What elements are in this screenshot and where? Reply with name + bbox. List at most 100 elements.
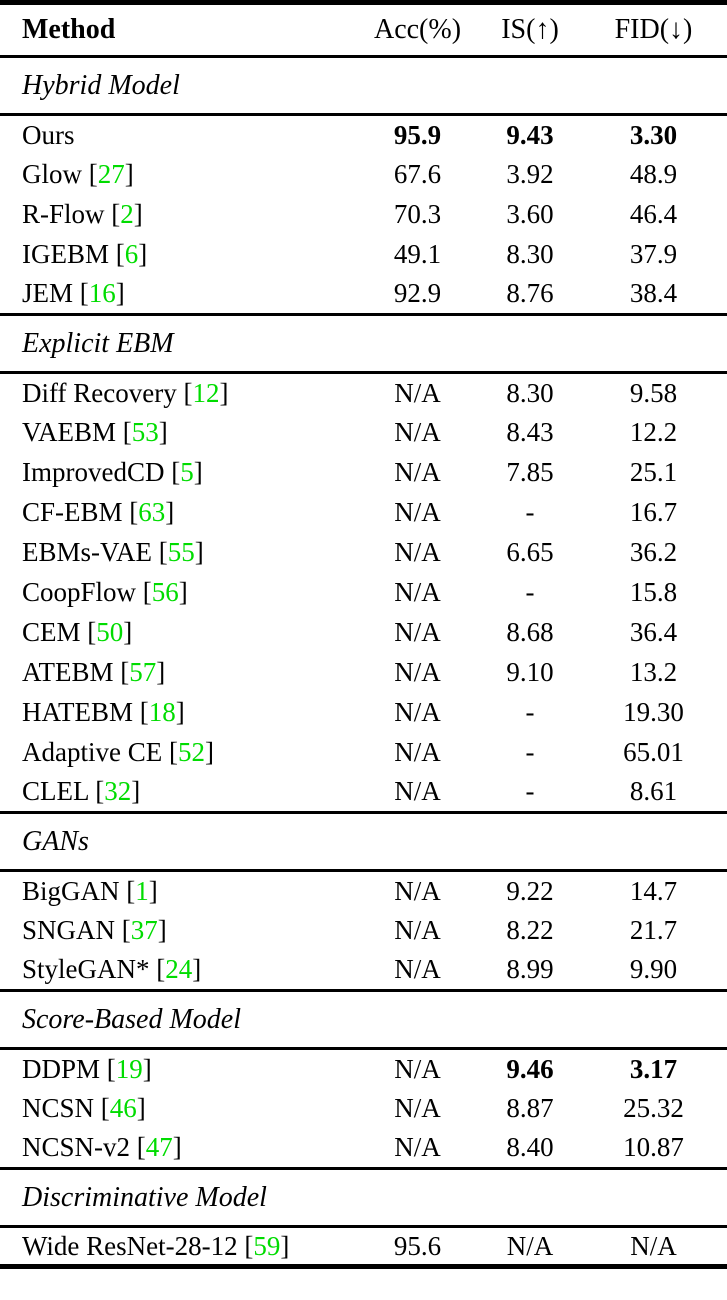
col-header-fid: FID(↓) [580,2,727,58]
table-row: CEM [50] N/A 8.68 36.4 [0,613,727,653]
table-row: CoopFlow [56] N/A - 15.8 [0,573,727,613]
method-cell: NCSN [46] [22,1093,146,1123]
header-row: Method Acc(%) IS(↑) FID(↓) [0,2,727,58]
fid-cell: 36.2 [629,537,678,567]
fid-cell: 12.2 [629,417,678,447]
is-cell: 3.60 [506,199,554,229]
section-row: Score-Based Model [0,989,727,1050]
citation-ref[interactable]: 1 [135,875,149,906]
acc-cell: N/A [394,617,441,647]
citation-ref[interactable]: 59 [253,1230,281,1261]
citation-ref[interactable]: 12 [192,377,220,408]
table-row: ATEBM [57] N/A 9.10 13.2 [0,653,727,693]
citation-ref[interactable]: 46 [109,1093,137,1123]
fid-cell: 25.32 [623,1093,684,1123]
citation-ref[interactable]: 32 [104,776,132,807]
acc-cell: N/A [394,537,441,567]
section-row: GANs [0,811,727,872]
acc-cell: N/A [394,776,441,807]
table-row: ImprovedCD [5] N/A 7.85 25.1 [0,453,727,493]
acc-cell: N/A [394,657,441,687]
citation-ref[interactable]: 24 [165,954,193,985]
method-cell: IGEBM [6] [22,239,148,269]
fid-cell: 37.9 [629,239,678,269]
table-row: StyleGAN* [24] N/A 8.99 9.90 [0,951,727,991]
is-cell: 8.68 [506,617,554,647]
method-cell: VAEBM [53] [22,417,168,447]
fid-cell: 46.4 [629,199,678,229]
citation-ref[interactable]: 18 [148,697,176,727]
method-cell: CoopFlow [56] [22,577,188,607]
col-header-method: Method [0,2,355,58]
method-cell: R-Flow [2] [22,199,143,229]
acc-cell: N/A [394,497,441,527]
method-cell: CF-EBM [63] [22,497,175,527]
citation-ref[interactable]: 2 [120,199,134,229]
is-cell: 9.22 [506,875,554,906]
citation-ref[interactable]: 55 [167,537,195,567]
citation-ref[interactable]: 57 [129,657,157,687]
citation-ref[interactable]: 16 [88,278,116,309]
table-row: NCSN [46] N/A 8.87 25.32 [0,1089,727,1129]
citation-ref[interactable]: 5 [180,457,194,487]
table-row: SNGAN [37] N/A 8.22 21.7 [0,911,727,951]
method-cell: JEM [16] [22,278,125,309]
fid-cell: 15.8 [629,577,678,607]
section-label: Hybrid Model [0,55,727,116]
fid-cell: 14.7 [629,875,678,906]
table-row: CLEL [32] N/A - 8.61 [0,773,727,813]
section-label: Explicit EBM [0,313,727,374]
citation-ref[interactable]: 50 [96,617,124,647]
table-row: BigGAN [1] N/A 9.22 14.7 [0,871,727,911]
section-label: Score-Based Model [0,989,727,1050]
citation-ref[interactable]: 47 [145,1132,173,1163]
method-cell: ATEBM [57] [22,657,166,687]
fid-cell: 21.7 [629,915,678,945]
fid-cell: 36.4 [629,617,678,647]
fid-cell: 13.2 [629,657,678,687]
acc-cell: 49.1 [393,239,442,269]
citation-ref[interactable]: 19 [115,1053,143,1084]
is-cell: - [525,776,535,807]
acc-cell: N/A [394,915,441,945]
citation-ref[interactable]: 52 [177,737,205,767]
citation-ref[interactable]: 27 [97,159,125,189]
acc-cell: 92.9 [393,278,442,309]
method-cell: DDPM [19] [22,1053,152,1084]
citation-ref[interactable]: 53 [131,417,159,447]
fid-cell: N/A [630,1230,677,1261]
is-cell: - [525,697,535,727]
results-table: Method Acc(%) IS(↑) FID(↓) Hybrid Model O… [0,0,727,1269]
col-header-is: IS(↑) [480,2,580,58]
table-row: JEM [16] 92.9 8.76 38.4 [0,275,727,315]
citation-ref[interactable]: 56 [151,577,179,607]
is-cell: 8.87 [506,1093,554,1123]
acc-cell: N/A [394,1053,441,1084]
table-row: IGEBM [6] 49.1 8.30 37.9 [0,235,727,275]
section-row: Explicit EBM [0,313,727,374]
fid-cell: 8.61 [629,776,678,807]
citation-ref[interactable]: 63 [138,497,166,527]
citation-ref[interactable]: 37 [130,915,158,945]
is-cell: - [525,497,535,527]
method-cell: ImprovedCD [5] [22,457,203,487]
is-cell: 3.92 [506,159,554,189]
method-cell: Adaptive CE [52] [22,737,214,767]
method-cell: Wide ResNet-28-12 [59] [22,1230,290,1261]
fid-cell: 65.01 [623,737,684,767]
fid-cell: 10.87 [623,1132,684,1163]
acc-cell: N/A [394,1132,441,1163]
fid-cell: 38.4 [629,278,678,309]
acc-cell: N/A [394,1093,441,1123]
method-cell: SNGAN [37] [22,915,167,945]
method-cell: Ours [22,119,75,150]
table-row: HATEBM [18] N/A - 19.30 [0,693,727,733]
acc-cell: N/A [394,697,441,727]
is-cell: N/A [506,1230,554,1261]
citation-ref[interactable]: 6 [124,239,139,269]
section-label: Discriminative Model [0,1167,727,1228]
is-cell: 8.99 [506,954,554,985]
is-cell: 8.40 [506,1132,554,1163]
method-cell: Diff Recovery [12] [22,377,229,408]
method-cell: CEM [50] [22,617,133,647]
